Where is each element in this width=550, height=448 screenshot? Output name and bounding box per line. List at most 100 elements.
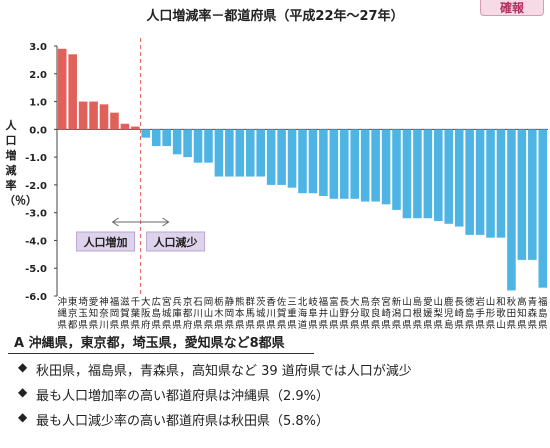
bar [538, 129, 548, 288]
bar [475, 129, 485, 235]
bar [214, 129, 224, 177]
bar [350, 129, 360, 199]
y-tick-label: 0.0 [29, 125, 47, 136]
x-tick-label: 兵庫県 [172, 296, 182, 330]
bar [329, 129, 339, 199]
x-tick-label: 岡山県 [204, 297, 214, 330]
summary-point: ◆ 最も人口増加率の高い都道府県は沖縄県（2.9%） [8, 385, 548, 404]
diamond-bullet-icon: ◆ [18, 360, 28, 374]
summary-point: ◆ 最も人口減少率の高い都道府県は秋田県（5.8%） [8, 410, 548, 429]
bar [423, 129, 433, 219]
arrow-right-icon [162, 217, 170, 227]
bar [162, 129, 171, 146]
x-tick-label: 福岡県 [110, 296, 120, 330]
x-tick-label: 長野県 [340, 297, 350, 330]
x-tick-label: 島根県 [413, 296, 423, 330]
x-tick-label: 愛媛県 [423, 296, 433, 330]
bar [256, 129, 265, 177]
x-tick-label: 沖縄県 [57, 296, 67, 330]
summary-point: ◆ 秋田県，福島県，青森県，高知県など 39 道府県では人口が減少 [8, 360, 548, 379]
bar [141, 129, 151, 138]
x-tick-label: 山形県 [486, 297, 496, 330]
y-tick-label: -4.0 [25, 236, 47, 247]
x-tick-label: 静岡県 [225, 296, 235, 330]
bar [120, 123, 130, 130]
bar [371, 129, 380, 202]
bar [381, 129, 391, 205]
increase-annotation-box [76, 231, 136, 252]
bar [340, 129, 349, 199]
diamond-bullet-icon: ◆ [18, 385, 28, 399]
bar [465, 129, 474, 235]
population-change-chart: 3.0 2.0 1.0 0.0 -1.0 -2.0 -3.0 -4.0 -5.0 -6.0 沖縄県東… [25, 38, 548, 330]
x-tick-label: 広島県 [151, 296, 161, 330]
summary-point-text: 最も人口減少率の高い都道府県は秋田県（5.8%） [36, 414, 330, 429]
bar [298, 129, 307, 194]
bar [110, 112, 119, 130]
bar [99, 104, 109, 130]
bar [444, 129, 454, 224]
x-tick-label: 佐賀県 [277, 296, 287, 330]
summary-section: A 沖縄県，東京都，埼玉県，愛知県など8都県 ◆ 秋田県，福島県，青森県，高知県な… [8, 332, 548, 429]
bar [486, 129, 495, 238]
x-tick-label: 神奈川県 [99, 296, 109, 330]
x-tick-label: 埼玉県 [78, 296, 88, 330]
bar [245, 129, 255, 177]
x-tick-label: 福井県 [319, 296, 329, 330]
x-tick-label: 京都府 [183, 296, 193, 330]
chart-title: 人口増減率－都道府県（平成22年～27年） [146, 9, 404, 24]
bar [151, 129, 161, 146]
bar [454, 129, 464, 227]
bar [57, 48, 67, 130]
bar [434, 129, 443, 221]
bar [360, 129, 370, 202]
y-tick-label: 1.0 [29, 98, 47, 109]
x-tick-label: 高知県 [517, 296, 527, 330]
x-tick-label: 鳥取県 [360, 296, 370, 330]
x-tick-label: 秋田県 [507, 296, 517, 330]
diamond-bullet-icon: ◆ [18, 410, 28, 424]
x-tick-label: 大阪府 [141, 296, 151, 330]
y-tick-label: 2.0 [29, 70, 47, 81]
decrease-annotation-box [146, 231, 206, 252]
decrease-annotation-label: 人口減少 [154, 235, 198, 249]
bar [89, 101, 98, 130]
x-tick-label: 宮城県 [162, 296, 172, 330]
bar [266, 129, 276, 185]
x-tick-label: 北海道 [298, 297, 308, 330]
x-tick-label: 福島県 [538, 296, 548, 330]
x-tick-label: 岐阜県 [308, 296, 318, 330]
increase-annotation-label: 人口増加 [84, 235, 128, 249]
x-tick-label: 奈良県 [371, 296, 381, 330]
x-tick-label: 茨城県 [256, 296, 266, 330]
x-tick-label: 新潟県 [392, 296, 402, 330]
bar [308, 129, 318, 194]
bar [392, 129, 401, 210]
x-tick-label: 熊本県 [235, 296, 245, 330]
bar [225, 129, 234, 177]
x-tick-label: 岩手県 [475, 296, 485, 330]
y-tick-label: -2.0 [25, 181, 47, 192]
bar [131, 126, 140, 130]
bar [183, 129, 192, 158]
x-tick-label: 三重県 [287, 297, 297, 330]
bar [277, 129, 286, 185]
x-tick-label: 鹿児島県 [444, 296, 454, 330]
y-tick-label: -6.0 [25, 292, 47, 303]
y-tick-label: -5.0 [25, 264, 47, 275]
bar [507, 129, 516, 291]
kakuhou-badge: 確報 [480, 0, 544, 16]
x-tick-label: 青森県 [528, 296, 538, 330]
x-tick-label: 大分県 [350, 296, 360, 330]
bar [496, 129, 506, 238]
bar [528, 129, 537, 260]
x-tick-label: 富山県 [329, 296, 339, 330]
x-tick-label: 徳島県 [465, 296, 475, 330]
bar [402, 129, 412, 219]
summary-point-text: 最も人口増加率の高い都道府県は沖縄県（2.9%） [36, 389, 330, 404]
x-tick-label: 滋賀県 [120, 296, 130, 330]
summary-point-text: 秋田県，福島県，青森県，高知県など 39 道府県では人口が減少 [36, 364, 412, 379]
x-tick-label: 長崎県 [454, 297, 464, 330]
bar [319, 129, 328, 196]
x-tick-label: 千葉県 [131, 297, 141, 330]
